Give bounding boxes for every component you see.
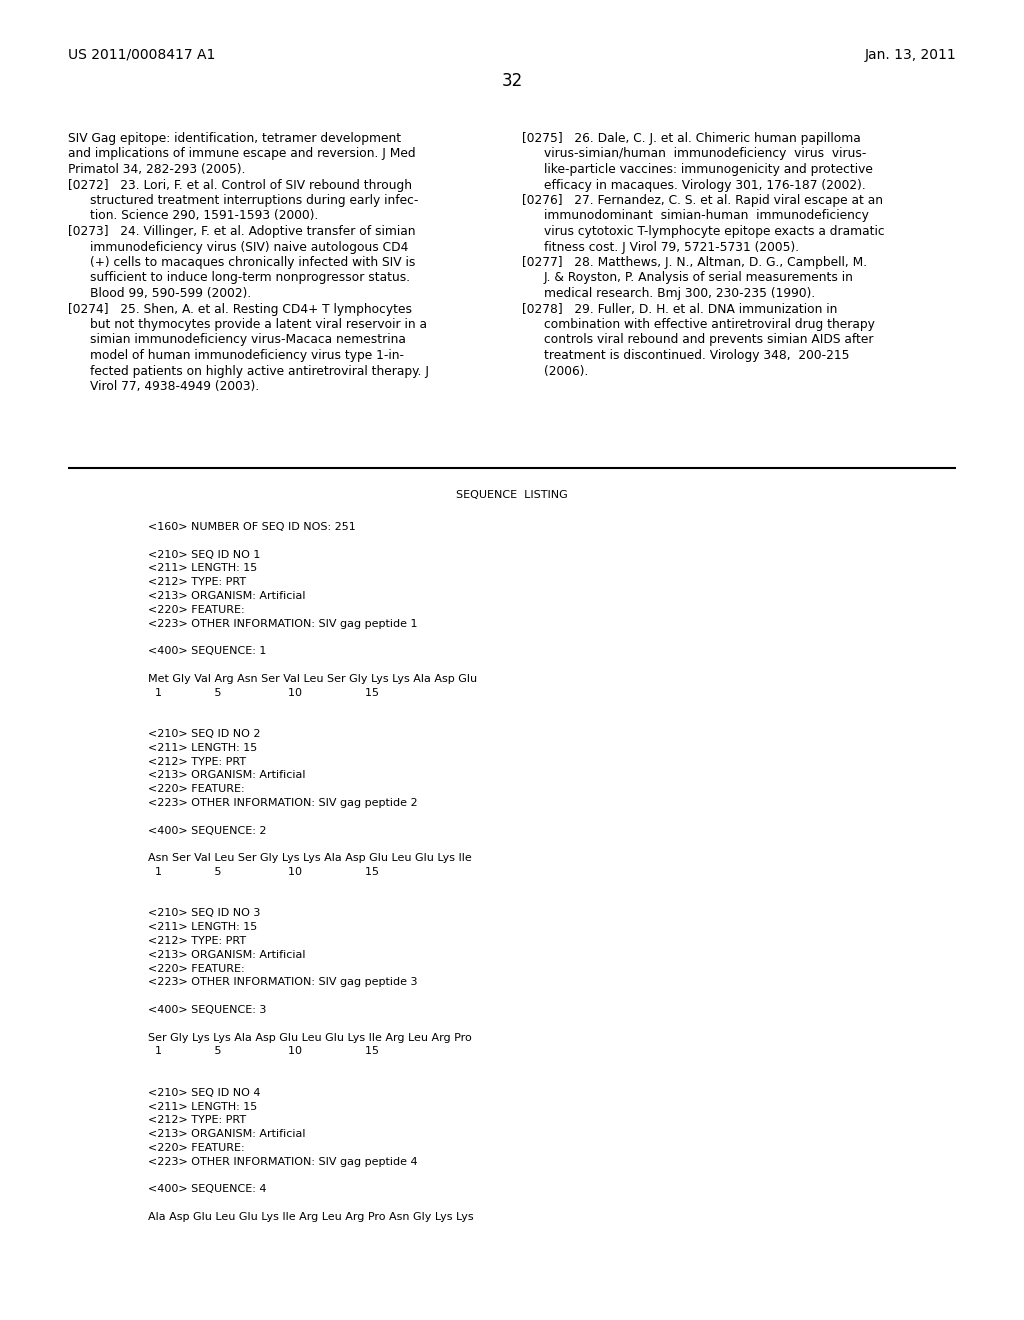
Text: ⁠Virol⁠ 77, 4938-4949 (2003).: ⁠Virol⁠ 77, 4938-4949 (2003). <box>90 380 259 393</box>
Text: [0276]   27. Fernandez, C. S. et al. Rapid viral escape at an: [0276] 27. Fernandez, C. S. et al. Rapid… <box>522 194 883 207</box>
Text: ⁠Blood⁠ 99, 590-599 (2002).: ⁠Blood⁠ 99, 590-599 (2002). <box>90 286 251 300</box>
Text: Ala Asp Glu Leu Glu Lys Ile Arg Leu Arg Pro Asn Gly Lys Lys: Ala Asp Glu Leu Glu Lys Ile Arg Leu Arg … <box>148 1212 474 1222</box>
Text: (+) cells to macaques chronically infected with SIV is: (+) cells to macaques chronically infect… <box>90 256 416 269</box>
Text: [0272]   23. Lori, F. et al. Control of SIV rebound through: [0272] 23. Lori, F. et al. Control of SI… <box>68 178 412 191</box>
Text: structured treatment interruptions during early infec-: structured treatment interruptions durin… <box>90 194 419 207</box>
Text: <210> SEQ ID NO 2: <210> SEQ ID NO 2 <box>148 729 260 739</box>
Text: SEQUENCE  LISTING: SEQUENCE LISTING <box>456 490 568 500</box>
Text: US 2011/0008417 A1: US 2011/0008417 A1 <box>68 48 215 62</box>
Text: <211> LENGTH: 15: <211> LENGTH: 15 <box>148 743 257 752</box>
Text: Met Gly Val Arg Asn Ser Val Leu Ser Gly Lys Lys Ala Asp Glu: Met Gly Val Arg Asn Ser Val Leu Ser Gly … <box>148 673 477 684</box>
Text: <210> SEQ ID NO 3: <210> SEQ ID NO 3 <box>148 908 260 919</box>
Text: <220> FEATURE:: <220> FEATURE: <box>148 964 245 974</box>
Text: Primatol⁠ 34, 282-293 (2005).: Primatol⁠ 34, 282-293 (2005). <box>68 162 246 176</box>
Text: <400> SEQUENCE: 1: <400> SEQUENCE: 1 <box>148 647 266 656</box>
Text: <220> FEATURE:: <220> FEATURE: <box>148 1143 245 1152</box>
Text: [0274]   25. Shen, A. et al. Resting CD4+ T lymphocytes: [0274] 25. Shen, A. et al. Resting CD4+ … <box>68 302 412 315</box>
Text: J. & Royston, P. Analysis of serial measurements in: J. & Royston, P. Analysis of serial meas… <box>544 272 854 285</box>
Text: <400> SEQUENCE: 2: <400> SEQUENCE: 2 <box>148 825 266 836</box>
Text: controls viral rebound and prevents simian AIDS after: controls viral rebound and prevents simi… <box>544 334 873 346</box>
Text: <212> TYPE: PRT: <212> TYPE: PRT <box>148 936 246 946</box>
Text: <210> SEQ ID NO 4: <210> SEQ ID NO 4 <box>148 1088 260 1098</box>
Text: <212> TYPE: PRT: <212> TYPE: PRT <box>148 1115 246 1126</box>
Text: Asn Ser Val Leu Ser Gly Lys Lys Ala Asp Glu Leu Glu Lys Ile: Asn Ser Val Leu Ser Gly Lys Lys Ala Asp … <box>148 853 472 863</box>
Text: fitness cost. ⁠J Virol⁠ 79, 5721-5731 (2005).: fitness cost. ⁠J Virol⁠ 79, 5721-5731 (2… <box>544 240 799 253</box>
Text: medical research. ⁠Bmj⁠ 300, 230-235 (1990).: medical research. ⁠Bmj⁠ 300, 230-235 (19… <box>544 286 815 300</box>
Text: fected patients on highly active antiretroviral therapy. ⁠J: fected patients on highly active antiret… <box>90 364 429 378</box>
Text: <213> ORGANISM: Artificial: <213> ORGANISM: Artificial <box>148 950 305 960</box>
Text: <220> FEATURE:: <220> FEATURE: <box>148 605 245 615</box>
Text: but not thymocytes provide a latent viral reservoir in a: but not thymocytes provide a latent vira… <box>90 318 427 331</box>
Text: <213> ORGANISM: Artificial: <213> ORGANISM: Artificial <box>148 1129 305 1139</box>
Text: 1               5                   10                  15: 1 5 10 15 <box>148 1047 379 1056</box>
Text: [0275]   26. Dale, C. J. et al. Chimeric human papilloma: [0275] 26. Dale, C. J. et al. Chimeric h… <box>522 132 861 145</box>
Text: <220> FEATURE:: <220> FEATURE: <box>148 784 245 795</box>
Text: treatment is discontinued. ⁠Virology⁠ 348,  200-215: treatment is discontinued. ⁠Virology⁠ 34… <box>544 348 850 362</box>
Text: model of human immunodeficiency virus type 1-in-: model of human immunodeficiency virus ty… <box>90 348 404 362</box>
Text: SIV Gag epitope: identification, tetramer development: SIV Gag epitope: identification, tetrame… <box>68 132 401 145</box>
Text: <211> LENGTH: 15: <211> LENGTH: 15 <box>148 564 257 573</box>
Text: <223> OTHER INFORMATION: SIV gag peptide 4: <223> OTHER INFORMATION: SIV gag peptide… <box>148 1156 418 1167</box>
Text: efficacy in macaques. ⁠Virology⁠ 301, 176-187 (2002).: efficacy in macaques. ⁠Virology⁠ 301, 17… <box>544 178 865 191</box>
Text: tion. ⁠Science⁠ 290, 1591-1593 (2000).: tion. ⁠Science⁠ 290, 1591-1593 (2000). <box>90 210 318 223</box>
Text: [0278]   29. Fuller, D. H. et al. DNA immunization in: [0278] 29. Fuller, D. H. et al. DNA immu… <box>522 302 838 315</box>
Text: simian immunodeficiency virus-⁠Macaca nemestrina⁠: simian immunodeficiency virus-⁠Macaca ne… <box>90 334 406 346</box>
Text: <211> LENGTH: 15: <211> LENGTH: 15 <box>148 1102 257 1111</box>
Text: sufficient to induce long-term nonprogressor status.: sufficient to induce long-term nonprogre… <box>90 272 411 285</box>
Text: <212> TYPE: PRT: <212> TYPE: PRT <box>148 756 246 767</box>
Text: virus cytotoxic T-lymphocyte epitope exacts a dramatic: virus cytotoxic T-lymphocyte epitope exa… <box>544 224 885 238</box>
Text: <223> OTHER INFORMATION: SIV gag peptide 1: <223> OTHER INFORMATION: SIV gag peptide… <box>148 619 418 628</box>
Text: like-particle vaccines: immunogenicity and protective: like-particle vaccines: immunogenicity a… <box>544 162 872 176</box>
Text: <210> SEQ ID NO 1: <210> SEQ ID NO 1 <box>148 549 260 560</box>
Text: <400> SEQUENCE: 4: <400> SEQUENCE: 4 <box>148 1184 266 1195</box>
Text: [0277]   28. Matthews, J. N., Altman, D. G., Campbell, M.: [0277] 28. Matthews, J. N., Altman, D. G… <box>522 256 867 269</box>
Text: [0273]   24. Villinger, F. et al. Adoptive transfer of simian: [0273] 24. Villinger, F. et al. Adoptive… <box>68 224 416 238</box>
Text: Jan. 13, 2011: Jan. 13, 2011 <box>864 48 956 62</box>
Text: combination with effective antiretroviral drug therapy: combination with effective antiretrovira… <box>544 318 874 331</box>
Text: and implications of immune escape and reversion. ⁠J Med: and implications of immune escape and re… <box>68 148 416 161</box>
Text: 1               5                   10                  15: 1 5 10 15 <box>148 867 379 876</box>
Text: immunodeficiency virus (SIV) naive autologous CD4: immunodeficiency virus (SIV) naive autol… <box>90 240 409 253</box>
Text: (2006).: (2006). <box>544 364 589 378</box>
Text: Ser Gly Lys Lys Ala Asp Glu Leu Glu Lys Ile Arg Leu Arg Pro: Ser Gly Lys Lys Ala Asp Glu Leu Glu Lys … <box>148 1032 472 1043</box>
Text: immunodominant  simian-human  immunodeficiency: immunodominant simian-human immunodefici… <box>544 210 869 223</box>
Text: <213> ORGANISM: Artificial: <213> ORGANISM: Artificial <box>148 771 305 780</box>
Text: <212> TYPE: PRT: <212> TYPE: PRT <box>148 577 246 587</box>
Text: <213> ORGANISM: Artificial: <213> ORGANISM: Artificial <box>148 591 305 601</box>
Text: <211> LENGTH: 15: <211> LENGTH: 15 <box>148 923 257 932</box>
Text: virus-simian/human  immunodeficiency  virus  virus-: virus-simian/human immunodeficiency viru… <box>544 148 866 161</box>
Text: 1               5                   10                  15: 1 5 10 15 <box>148 688 379 697</box>
Text: 32: 32 <box>502 73 522 90</box>
Text: <223> OTHER INFORMATION: SIV gag peptide 2: <223> OTHER INFORMATION: SIV gag peptide… <box>148 799 418 808</box>
Text: <160> NUMBER OF SEQ ID NOS: 251: <160> NUMBER OF SEQ ID NOS: 251 <box>148 521 355 532</box>
Text: <400> SEQUENCE: 3: <400> SEQUENCE: 3 <box>148 1005 266 1015</box>
Text: <223> OTHER INFORMATION: SIV gag peptide 3: <223> OTHER INFORMATION: SIV gag peptide… <box>148 977 418 987</box>
